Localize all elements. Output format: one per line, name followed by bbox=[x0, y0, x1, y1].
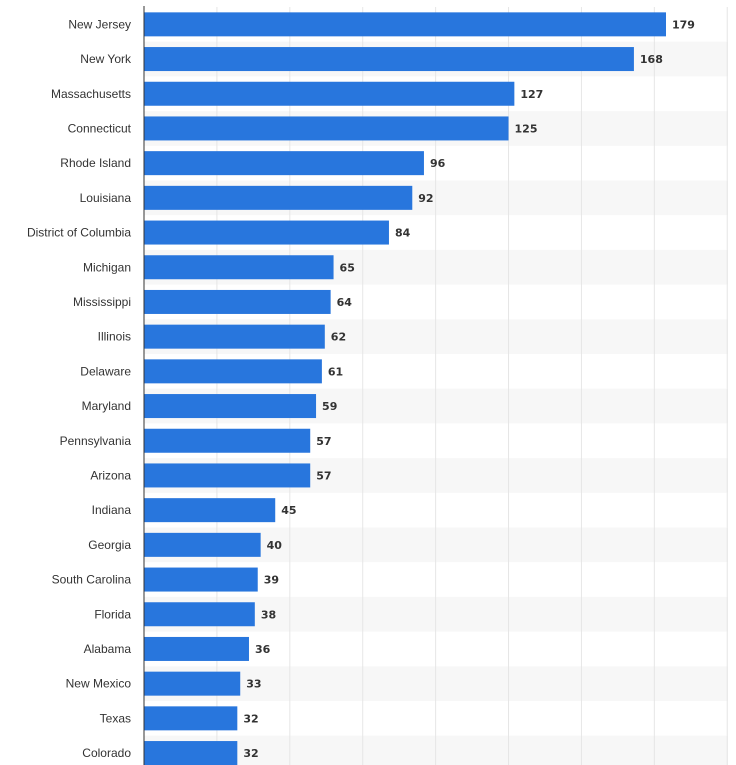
value-label: 32 bbox=[243, 747, 258, 760]
category-label: New Mexico bbox=[66, 677, 132, 691]
bar bbox=[144, 532, 261, 557]
value-label: 32 bbox=[243, 712, 258, 725]
category-label: Illinois bbox=[98, 330, 131, 344]
value-label: 57 bbox=[316, 435, 331, 448]
value-label: 57 bbox=[316, 469, 331, 482]
category-label: South Carolina bbox=[52, 573, 132, 587]
value-labels: 179 168 127 125 96 92 84 65 64 62 61 59 57 57 45 40 39 38… bbox=[243, 18, 695, 760]
value-label: 36 bbox=[255, 643, 271, 656]
bar bbox=[144, 602, 255, 627]
category-label: Colorado bbox=[82, 746, 131, 760]
category-label: New York bbox=[80, 52, 132, 66]
bars bbox=[144, 12, 666, 765]
value-label: 45 bbox=[281, 504, 296, 517]
bar bbox=[144, 359, 322, 384]
category-label: Florida bbox=[94, 607, 131, 621]
bar bbox=[144, 151, 424, 176]
bar bbox=[144, 741, 238, 765]
category-label: New Jersey bbox=[68, 17, 131, 31]
value-label: 92 bbox=[418, 192, 433, 205]
bar bbox=[144, 567, 258, 592]
bar bbox=[144, 428, 311, 453]
bar bbox=[144, 47, 634, 72]
category-label: Connecticut bbox=[68, 121, 132, 135]
bar bbox=[144, 81, 515, 106]
value-label: 65 bbox=[340, 261, 355, 274]
value-label: 168 bbox=[640, 53, 663, 66]
category-label: Maryland bbox=[82, 399, 131, 413]
bar bbox=[144, 255, 334, 280]
value-label: 96 bbox=[430, 157, 446, 170]
value-label: 64 bbox=[337, 296, 353, 309]
value-label: 40 bbox=[267, 539, 283, 552]
bar bbox=[144, 463, 311, 488]
category-label: District of Columbia bbox=[27, 226, 131, 240]
category-label: Indiana bbox=[92, 503, 132, 517]
category-label: Michigan bbox=[83, 260, 131, 274]
category-label: Delaware bbox=[80, 364, 131, 378]
value-label: 61 bbox=[328, 365, 343, 378]
bar bbox=[144, 116, 509, 141]
bar bbox=[144, 12, 666, 37]
category-label: Louisiana bbox=[80, 191, 132, 205]
bar bbox=[144, 394, 317, 419]
bar bbox=[144, 671, 241, 696]
value-label: 38 bbox=[261, 608, 276, 621]
value-label: 127 bbox=[520, 88, 543, 101]
value-label: 33 bbox=[246, 678, 261, 691]
category-label: Mississippi bbox=[73, 295, 131, 309]
bar bbox=[144, 289, 331, 314]
value-label: 62 bbox=[331, 331, 346, 344]
category-label: Pennsylvania bbox=[60, 434, 132, 448]
category-label: Arizona bbox=[90, 468, 131, 482]
category-label: Georgia bbox=[88, 538, 131, 552]
value-label: 179 bbox=[672, 18, 695, 31]
bar bbox=[144, 220, 389, 245]
bar bbox=[144, 185, 413, 210]
category-label: Alabama bbox=[84, 642, 132, 656]
category-label: Rhode Island bbox=[60, 156, 131, 170]
bar bbox=[144, 324, 325, 349]
category-label: Texas bbox=[100, 711, 131, 725]
value-label: 39 bbox=[264, 574, 279, 587]
bar bbox=[144, 498, 276, 523]
value-label: 125 bbox=[515, 122, 538, 135]
bar bbox=[144, 636, 249, 661]
value-label: 84 bbox=[395, 227, 411, 240]
category-labels: New Jersey New York Massachusetts Connectic… bbox=[27, 17, 132, 760]
category-label: Massachusetts bbox=[51, 87, 131, 101]
bar bbox=[144, 706, 238, 731]
value-label: 59 bbox=[322, 400, 337, 413]
